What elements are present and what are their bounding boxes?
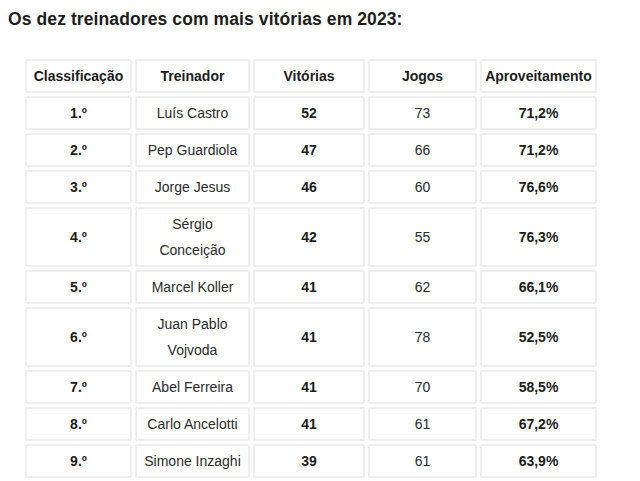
games-cell: 55 bbox=[368, 207, 477, 267]
wins-cell: 41 bbox=[253, 270, 365, 304]
coach-cell: Jorge Jesus bbox=[135, 170, 250, 204]
table-header: Classificação Treinador Vitórias Jogos A… bbox=[25, 59, 597, 93]
coach-cell: Marcel Koller bbox=[135, 270, 250, 304]
wins-cell: 41 bbox=[253, 407, 365, 441]
table-row: 2.ºPep Guardiola476671,2% bbox=[25, 133, 597, 167]
table-row: 6.ºJuan Pablo Vojvoda417852,5% bbox=[25, 307, 597, 367]
games-cell: 60 bbox=[368, 170, 477, 204]
games-cell: 78 bbox=[368, 307, 477, 367]
column-header-success-rate: Aproveitamento bbox=[480, 59, 597, 93]
rank-cell: 1.º bbox=[25, 96, 132, 130]
rank-cell: 3.º bbox=[25, 170, 132, 204]
success-rate-cell: 76,6% bbox=[480, 170, 597, 204]
games-cell: 66 bbox=[368, 133, 477, 167]
success-rate-cell: 71,2% bbox=[480, 133, 597, 167]
wins-cell: 46 bbox=[253, 170, 365, 204]
coach-cell: Carlo Ancelotti bbox=[135, 407, 250, 441]
rank-cell: 6.º bbox=[25, 307, 132, 367]
rank-cell: 5.º bbox=[25, 270, 132, 304]
column-header-rank: Classificação bbox=[25, 59, 132, 93]
rank-cell: 2.º bbox=[25, 133, 132, 167]
rank-cell: 8.º bbox=[25, 407, 132, 441]
games-cell: 62 bbox=[368, 270, 477, 304]
wins-cell: 52 bbox=[253, 96, 365, 130]
games-cell: 61 bbox=[368, 444, 477, 478]
table-row: 9.ºSimone Inzaghi396163,9% bbox=[25, 444, 597, 478]
rank-cell: 4.º bbox=[25, 207, 132, 267]
coach-cell: Abel Ferreira bbox=[135, 370, 250, 404]
coach-cell: Sérgio Conceição bbox=[135, 207, 250, 267]
table-row: 3.ºJorge Jesus466076,6% bbox=[25, 170, 597, 204]
table-row: 5.ºMarcel Koller416266,1% bbox=[25, 270, 597, 304]
coach-cell: Simone Inzaghi bbox=[135, 444, 250, 478]
table-body: 1.ºLuís Castro527371,2%2.ºPep Guardiola4… bbox=[25, 96, 597, 481]
coach-cell: Pep Guardiola bbox=[135, 133, 250, 167]
wins-cell: 41 bbox=[253, 307, 365, 367]
success-rate-cell: 67,2% bbox=[480, 407, 597, 441]
rank-cell: 9.º bbox=[25, 444, 132, 478]
games-cell: 61 bbox=[368, 407, 477, 441]
column-header-coach: Treinador bbox=[135, 59, 250, 93]
page-title: Os dez treinadores com mais vitórias em … bbox=[8, 8, 640, 30]
table-row: 8.ºCarlo Ancelotti416167,2% bbox=[25, 407, 597, 441]
column-header-games: Jogos bbox=[368, 59, 477, 93]
success-rate-cell: 71,2% bbox=[480, 96, 597, 130]
table-header-row: Classificação Treinador Vitórias Jogos A… bbox=[25, 59, 597, 93]
wins-cell: 41 bbox=[253, 370, 365, 404]
wins-cell: 47 bbox=[253, 133, 365, 167]
success-rate-cell: 58,5% bbox=[480, 370, 597, 404]
games-cell: 70 bbox=[368, 370, 477, 404]
table-row: 7.ºAbel Ferreira417058,5% bbox=[25, 370, 597, 404]
column-header-wins: Vitórias bbox=[253, 59, 365, 93]
table-row: 1.ºLuís Castro527371,2% bbox=[25, 96, 597, 130]
coach-cell: Juan Pablo Vojvoda bbox=[135, 307, 250, 367]
success-rate-cell: 66,1% bbox=[480, 270, 597, 304]
wins-cell: 42 bbox=[253, 207, 365, 267]
games-cell: 73 bbox=[368, 96, 477, 130]
rank-cell: 7.º bbox=[25, 370, 132, 404]
coach-cell: Luís Castro bbox=[135, 96, 250, 130]
table-row: 4.ºSérgio Conceição425576,3% bbox=[25, 207, 597, 267]
coaches-wins-table: Classificação Treinador Vitórias Jogos A… bbox=[22, 56, 600, 481]
success-rate-cell: 76,3% bbox=[480, 207, 597, 267]
wins-cell: 39 bbox=[253, 444, 365, 478]
success-rate-cell: 52,5% bbox=[480, 307, 597, 367]
success-rate-cell: 63,9% bbox=[480, 444, 597, 478]
